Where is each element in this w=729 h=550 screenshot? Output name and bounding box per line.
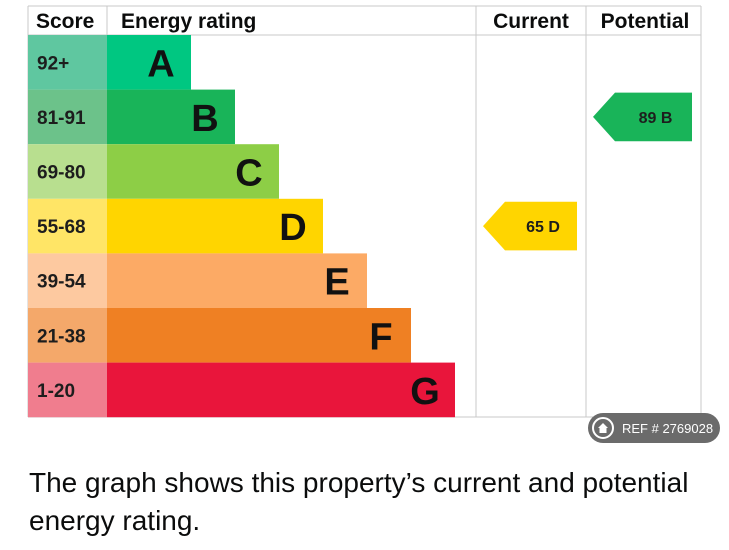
rating-arrows: 65 D 89 B: [483, 92, 692, 251]
band-bar-d: [107, 198, 323, 254]
score-cell-e: [28, 253, 107, 308]
house-icon: [592, 417, 614, 439]
rating-bands: 92+ A 81-91 B 69-80 C 55-68 D 39-54 E 21-38 F 1-20 G: [28, 35, 455, 418]
header-energy-rating: Energy rating: [121, 10, 256, 33]
current-arrow: [483, 201, 577, 251]
header-current: Current: [493, 10, 569, 33]
score-label-f: 21-38: [37, 326, 86, 347]
score-cell-g: [28, 362, 107, 418]
score-cell-c: [28, 144, 107, 199]
score-label-g: 1-20: [37, 381, 75, 402]
header-score: Score: [36, 10, 94, 33]
band-bar-e: [107, 253, 367, 308]
band-letter-f: F: [369, 316, 392, 358]
score-cell-b: [28, 89, 107, 145]
band-letter-b: B: [191, 98, 218, 140]
score-cell-a: [28, 35, 107, 90]
band-bar-a: [107, 35, 191, 90]
band-bar-f: [107, 308, 411, 363]
band-letter-d: D: [279, 207, 306, 249]
band-letter-e: E: [324, 262, 349, 304]
score-label-b: 81-91: [37, 108, 86, 129]
score-label-c: 69-80: [37, 163, 86, 184]
band-bar-b: [107, 89, 235, 145]
band-bar-c: [107, 144, 279, 199]
band-letter-a: A: [147, 43, 174, 85]
current-arrow-label: 65 D: [526, 219, 560, 236]
band-bar-g: [107, 362, 455, 418]
potential-arrow: [593, 92, 692, 142]
chart-caption: The graph shows this property’s current …: [29, 467, 689, 536]
score-label-d: 55-68: [37, 217, 86, 238]
band-letter-g: G: [410, 371, 440, 413]
score-cell-f: [28, 308, 107, 363]
score-label-a: 92+: [37, 53, 69, 74]
epc-chart: Score Energy rating Current Potential 92…: [27, 5, 702, 418]
ref-text: REF # 2769028: [622, 420, 714, 436]
header-potential: Potential: [601, 10, 690, 33]
ref-badge: REF # 2769028: [588, 413, 720, 443]
score-label-e: 39-54: [37, 272, 86, 293]
potential-arrow-label: 89 B: [639, 110, 673, 127]
band-letter-c: C: [235, 153, 262, 195]
score-cell-d: [28, 198, 107, 254]
